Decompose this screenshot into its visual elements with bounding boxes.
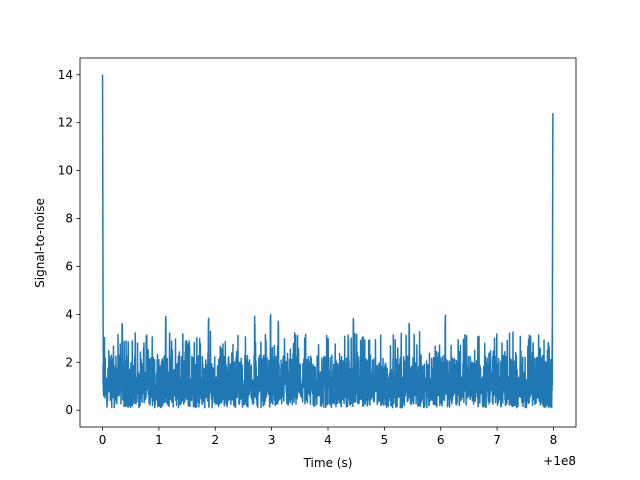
x-tick-label: 5 [381,433,389,447]
y-tick-label: 12 [58,116,73,130]
x-tick-label: 2 [211,433,219,447]
plot-area [101,74,554,409]
signal-series-line [101,74,554,409]
y-tick-label: 8 [65,212,73,226]
x-tick-label: 0 [99,433,107,447]
x-tick-label: 8 [550,433,558,447]
y-tick-label: 6 [65,259,73,273]
x-axis-label: Time (s) [303,456,353,470]
y-axis-label: Signal-to-noise [33,198,47,288]
x-tick-label: 4 [324,433,332,447]
x-tick-label: 1 [155,433,163,447]
x-offset-label: +1e8 [543,454,576,468]
x-tick-label: 3 [268,433,276,447]
y-tick-label: 10 [58,164,73,178]
y-tick-label: 0 [65,403,73,417]
x-tick-label: 7 [493,433,501,447]
y-tick-label: 4 [65,307,73,321]
y-tick-label: 2 [65,355,73,369]
y-tick-label: 14 [58,68,73,82]
x-tick-label: 6 [437,433,445,447]
